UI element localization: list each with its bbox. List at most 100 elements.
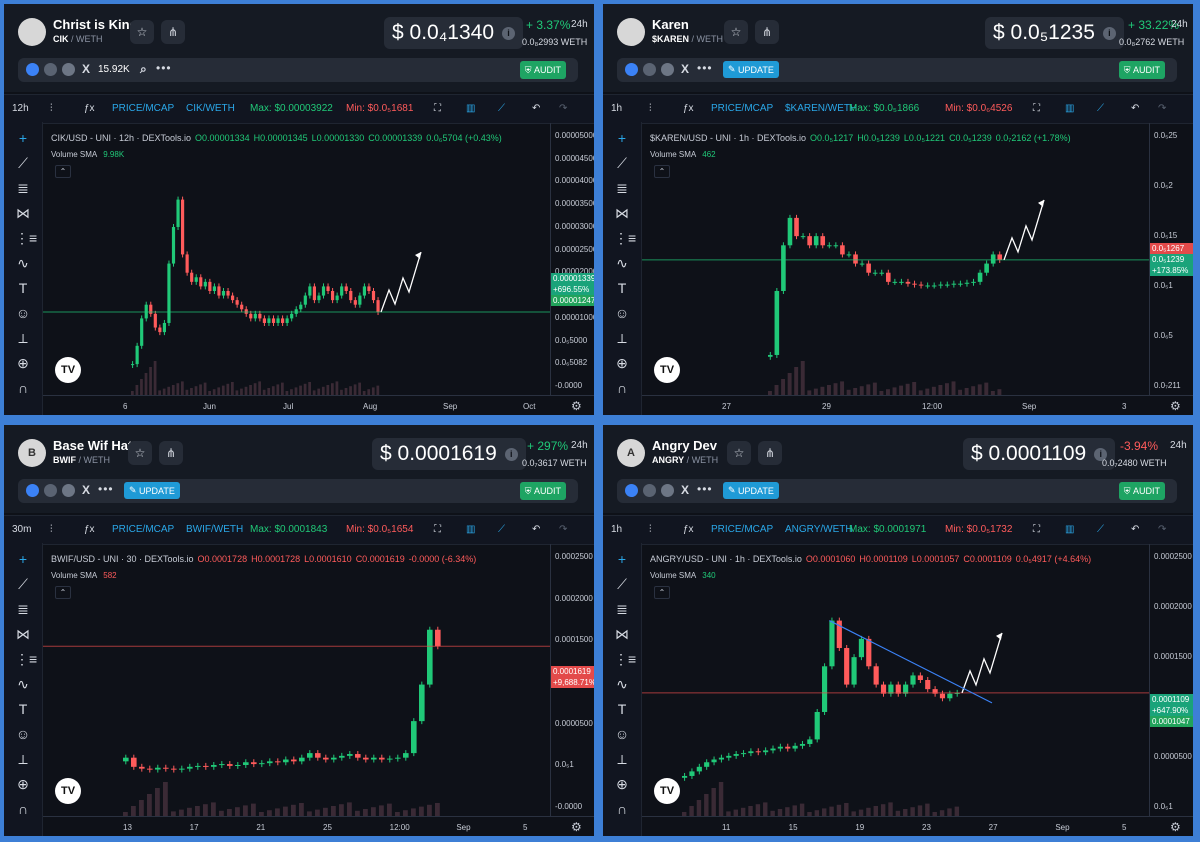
forecast-icon[interactable]: ∿ (17, 255, 29, 271)
min-price[interactable]: Min: $0.0₆4526 (945, 103, 1013, 114)
favorite-star-icon[interactable]: ☆ (724, 20, 748, 44)
indicators-icon[interactable]: ƒx (84, 103, 95, 114)
telegram-icon[interactable] (661, 484, 674, 497)
line-chart-icon[interactable]: ⟋ (1097, 103, 1104, 114)
ruler-icon[interactable]: ⟂ (617, 330, 627, 346)
crosshair-icon[interactable]: + (18, 130, 28, 146)
indicators-icon[interactable]: ƒx (683, 524, 694, 535)
trendline-icon[interactable]: ⟋ (617, 155, 627, 171)
fullscreen-icon[interactable]: ⛶ (434, 524, 441, 535)
line-chart-icon[interactable]: ⟋ (498, 103, 505, 114)
zoom-icon[interactable]: ⊕ (616, 776, 628, 792)
max-price[interactable]: Max: $0.0001843 (250, 524, 328, 535)
settings-gear-icon[interactable]: ⚙ (1170, 399, 1181, 413)
audit-button[interactable]: ⛨ AUDIT (519, 61, 566, 79)
ruler-icon[interactable]: ⟂ (617, 751, 627, 767)
x-icon[interactable]: X (82, 483, 91, 497)
magnet-icon[interactable]: ∩ (17, 801, 29, 817)
undo-icon[interactable]: ↶ (1131, 524, 1140, 535)
text-icon[interactable]: T (617, 280, 627, 296)
price-mcap-toggle[interactable]: PRICE/MCAP (711, 524, 774, 535)
max-price[interactable]: Max: $0.0₅1866 (849, 103, 920, 114)
share-icon[interactable]: ⋔ (161, 20, 185, 44)
token-avatar[interactable] (617, 18, 645, 46)
line-chart-icon[interactable]: ⟋ (498, 524, 505, 535)
settings-gear-icon[interactable]: ⚙ (571, 820, 582, 834)
share-icon[interactable]: ⋔ (755, 20, 779, 44)
ruler-icon[interactable]: ⟂ (18, 330, 28, 346)
text-icon[interactable]: T (617, 701, 627, 717)
forecast-icon[interactable]: ∿ (17, 676, 29, 692)
forecast-icon[interactable]: ∿ (616, 676, 628, 692)
forecast-icon[interactable]: ∿ (616, 255, 628, 271)
max-price[interactable]: Max: $0.00003922 (250, 103, 333, 114)
pattern-icon[interactable]: ⋈ (16, 626, 30, 642)
magnet-icon[interactable]: ∩ (17, 380, 29, 396)
more-icon[interactable]: ••• (98, 482, 114, 496)
min-price[interactable]: Min: $0.0₅1681 (346, 103, 414, 114)
favorite-star-icon[interactable]: ☆ (727, 441, 751, 465)
candles-icon[interactable]: ⫶ (50, 103, 53, 114)
audit-button[interactable]: ⛨ AUDIT (519, 482, 566, 500)
measure-lines-icon[interactable]: ⋮≡ (15, 230, 38, 246)
web-icon[interactable] (44, 484, 57, 497)
crosshair-icon[interactable]: + (617, 130, 627, 146)
info-icon[interactable]: i (504, 447, 518, 461)
bar-chart-icon[interactable]: ▥ (1065, 524, 1075, 535)
redo-icon[interactable]: ↷ (559, 524, 568, 535)
pair-toggle[interactable]: ANGRY/WETH (785, 524, 853, 535)
collapse-legend-button[interactable]: ⌃ (55, 165, 71, 178)
bar-chart-icon[interactable]: ▥ (466, 103, 476, 114)
audit-button[interactable]: ⛨ AUDIT (1118, 61, 1165, 79)
more-icon[interactable]: ••• (156, 61, 172, 75)
pair-toggle[interactable]: CIK/WETH (186, 103, 235, 114)
globe-icon[interactable] (26, 63, 39, 76)
bar-chart-icon[interactable]: ▥ (1065, 103, 1075, 114)
magnet-icon[interactable]: ∩ (616, 801, 628, 817)
zoom-icon[interactable]: ⊕ (17, 776, 29, 792)
fib-icon[interactable]: ≣ (17, 601, 29, 617)
max-price[interactable]: Max: $0.0001971 (849, 524, 927, 535)
collapse-legend-button[interactable]: ⌃ (55, 586, 71, 599)
token-avatar[interactable]: B (18, 439, 46, 467)
magnet-icon[interactable]: ∩ (616, 380, 628, 396)
crosshair-icon[interactable]: + (18, 551, 28, 567)
timeframe-select[interactable]: 30m (12, 524, 32, 535)
token-avatar[interactable]: A (617, 439, 645, 467)
undo-icon[interactable]: ↶ (1131, 103, 1140, 114)
favorite-star-icon[interactable]: ☆ (128, 441, 152, 465)
telegram-icon[interactable] (661, 63, 674, 76)
tradingview-logo[interactable]: TV (55, 778, 81, 804)
tradingview-logo[interactable]: TV (654, 357, 680, 383)
fib-icon[interactable]: ≣ (616, 601, 628, 617)
collapse-legend-button[interactable]: ⌃ (654, 165, 670, 178)
web-icon[interactable] (643, 63, 656, 76)
fib-icon[interactable]: ≣ (17, 180, 29, 196)
share-icon[interactable]: ⋔ (758, 441, 782, 465)
fullscreen-icon[interactable]: ⛶ (1033, 103, 1040, 114)
timeframe-select[interactable]: 1h (611, 524, 623, 535)
x-icon[interactable]: X (681, 62, 690, 76)
pattern-icon[interactable]: ⋈ (615, 205, 629, 221)
globe-icon[interactable] (625, 63, 638, 76)
info-icon[interactable]: i (1094, 447, 1108, 461)
fib-icon[interactable]: ≣ (616, 180, 628, 196)
audit-button[interactable]: ⛨ AUDIT (1118, 482, 1165, 500)
more-icon[interactable]: ••• (697, 61, 713, 75)
telegram-icon[interactable] (62, 484, 75, 497)
undo-icon[interactable]: ↶ (532, 103, 541, 114)
measure-lines-icon[interactable]: ⋮≡ (15, 651, 38, 667)
zoom-icon[interactable]: ⊕ (616, 355, 628, 371)
min-price[interactable]: Min: $0.0₅1732 (945, 524, 1013, 535)
update-button[interactable]: ✎ UPDATE (723, 61, 779, 78)
tradingview-logo[interactable]: TV (55, 357, 81, 383)
trendline-icon[interactable]: ⟋ (18, 576, 28, 592)
collapse-legend-button[interactable]: ⌃ (654, 586, 670, 599)
more-icon[interactable]: ••• (697, 482, 713, 496)
fullscreen-icon[interactable]: ⛶ (1033, 524, 1040, 535)
pair-toggle[interactable]: BWIF/WETH (186, 524, 244, 535)
telegram-icon[interactable] (62, 63, 75, 76)
emoji-icon[interactable]: ☺ (15, 305, 31, 321)
pattern-icon[interactable]: ⋈ (615, 626, 629, 642)
redo-icon[interactable]: ↷ (559, 103, 568, 114)
